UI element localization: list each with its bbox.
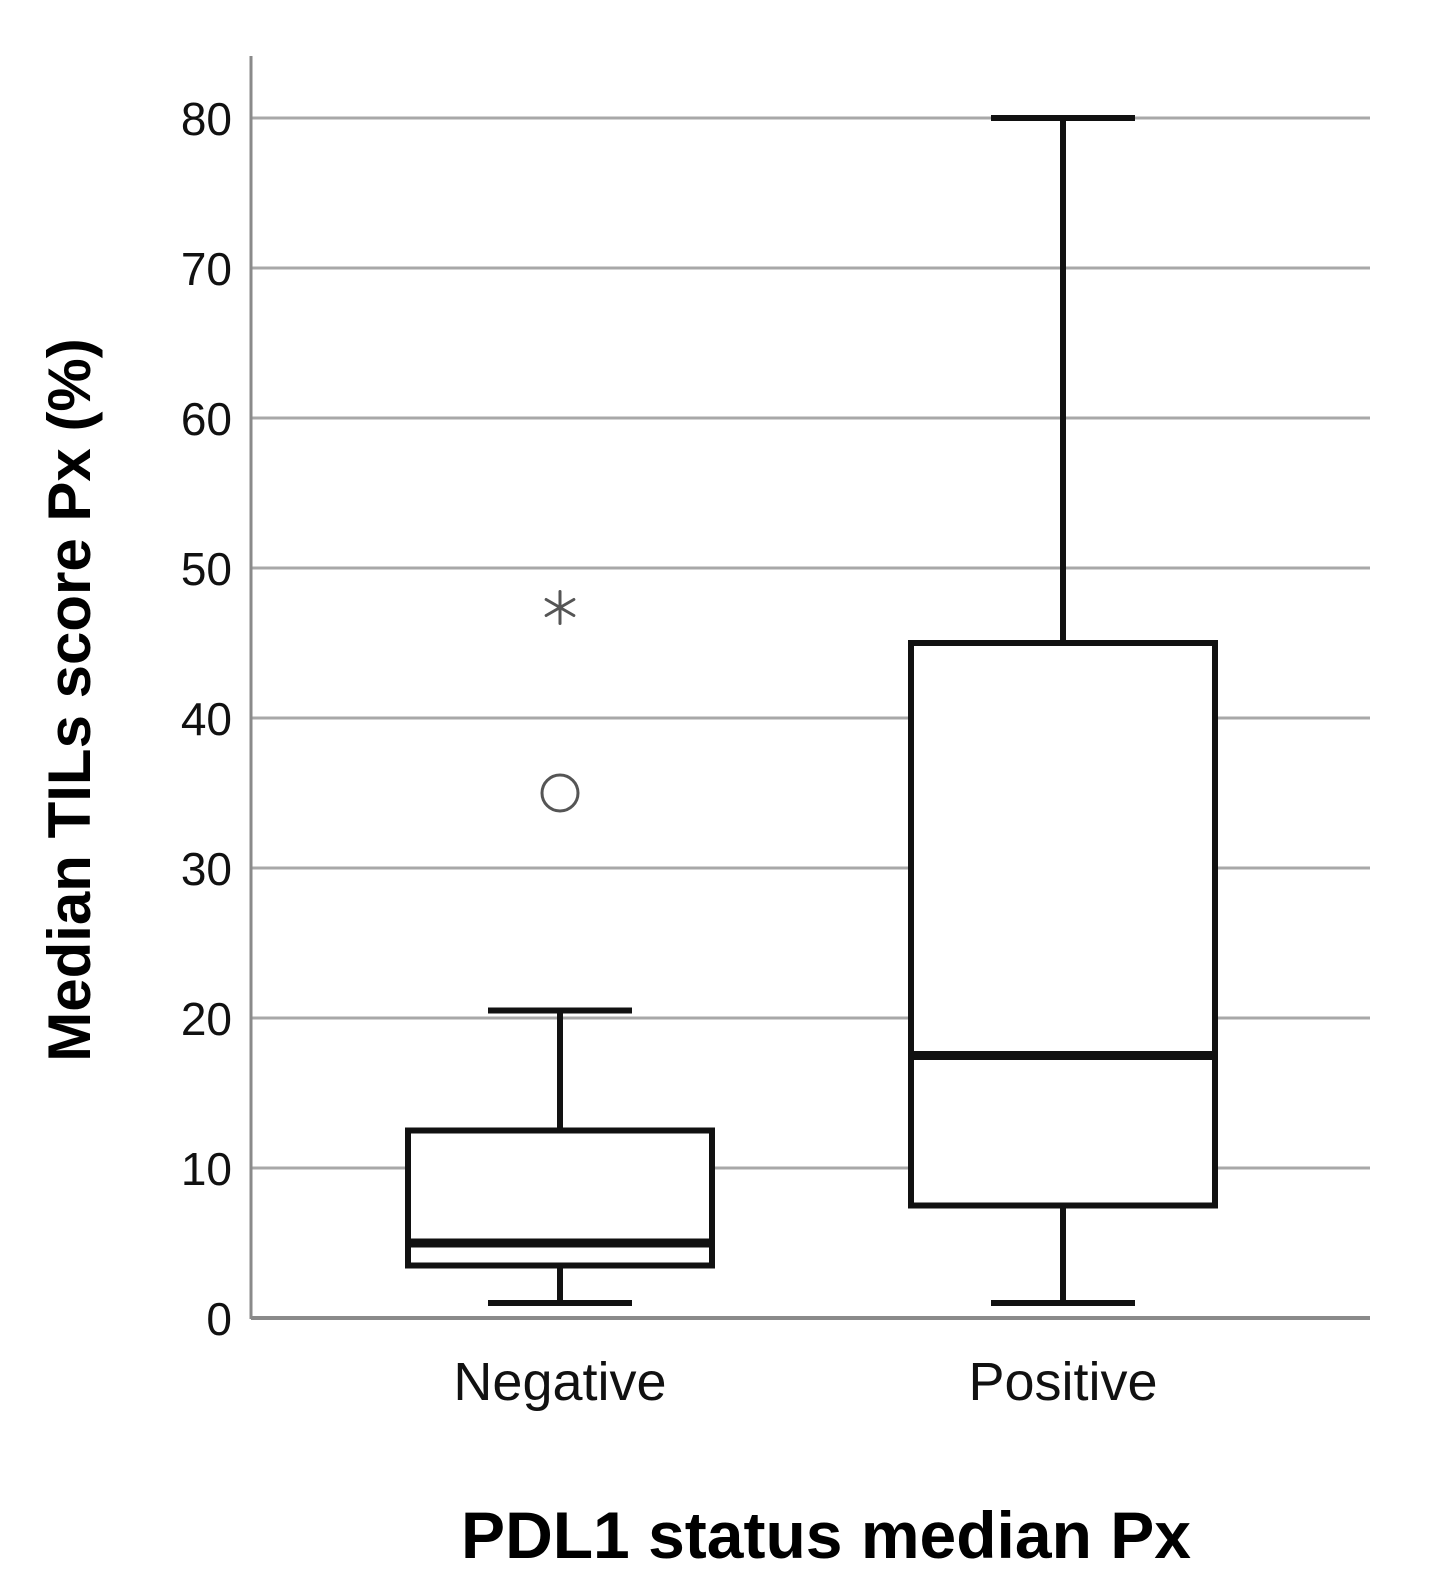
box-negative [405, 590, 715, 1306]
outlier-circle-0 [540, 773, 580, 813]
gridlines [251, 116, 1370, 1170]
y-tick-label-50: 50 [181, 543, 232, 595]
y-tick-label-10: 10 [181, 1143, 232, 1195]
y-tick-label-20: 20 [181, 993, 232, 1045]
asterisk-stroke [544, 598, 576, 617]
x-axis-title: PDL1 status median Px [461, 1498, 1191, 1572]
boxes [405, 115, 1218, 1306]
category-label-positive: Positive [968, 1352, 1157, 1412]
y-tick-labels: 0 10 20 30 40 50 60 70 80 [181, 93, 232, 1345]
axes [249, 56, 1370, 1320]
category-labels: Negative Positive [453, 1352, 1157, 1412]
y-tick-label-0: 0 [206, 1293, 232, 1345]
category-label-negative: Negative [453, 1352, 666, 1412]
y-tick-label-80: 80 [181, 93, 232, 145]
extreme-asterisk-0 [544, 590, 576, 625]
box-iqr [908, 640, 1218, 1209]
y-tick-label-30: 30 [181, 843, 232, 895]
box-positive [908, 115, 1218, 1306]
y-axis-title: Median TILs score Px (%) [36, 338, 103, 1062]
y-tick-label-60: 60 [181, 393, 232, 445]
y-tick-label-70: 70 [181, 243, 232, 295]
y-tick-label-40: 40 [181, 693, 232, 745]
